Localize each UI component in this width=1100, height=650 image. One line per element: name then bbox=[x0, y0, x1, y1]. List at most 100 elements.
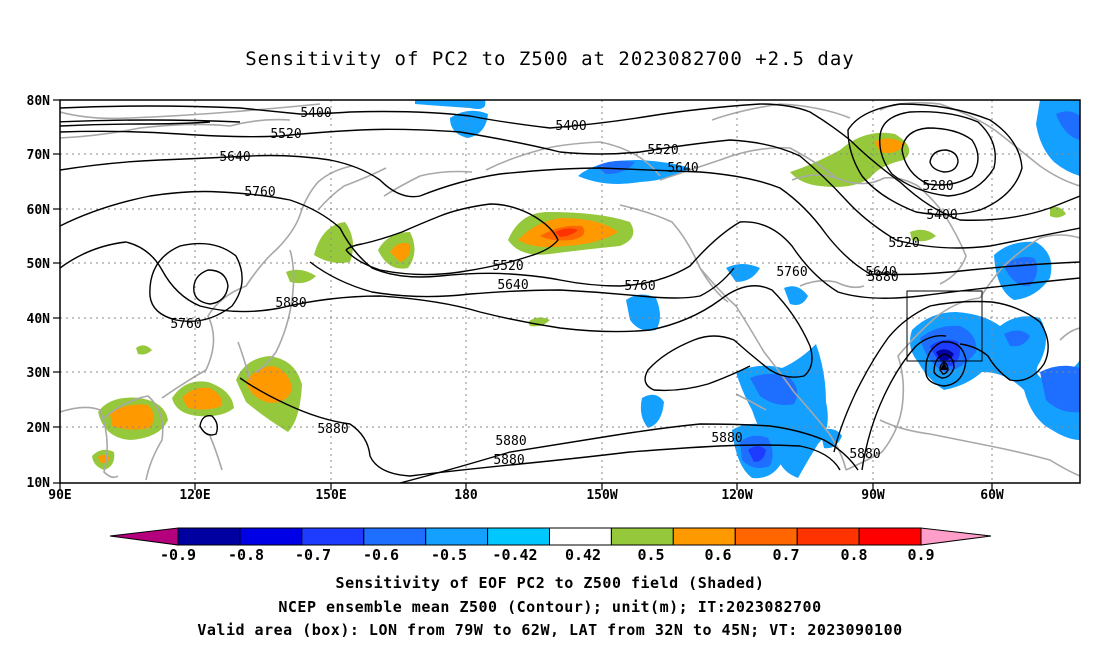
lon-tick-label: 120W bbox=[721, 488, 752, 503]
shade-negative bbox=[726, 264, 760, 282]
shade-negative bbox=[640, 394, 664, 428]
shade-negative bbox=[1040, 365, 1080, 413]
colorbar-label: -0.7 bbox=[295, 546, 331, 564]
colorbar-low-arrow bbox=[109, 527, 179, 546]
contour-label: 5520 bbox=[888, 236, 919, 251]
contour-5880-south-b bbox=[399, 423, 859, 483]
contour-label: 5880 bbox=[867, 270, 898, 285]
contour-label: 5280 bbox=[922, 179, 953, 194]
low-center-marker bbox=[940, 362, 948, 370]
colorbar-box bbox=[425, 527, 489, 546]
contour-5880-south bbox=[239, 377, 841, 477]
lat-tick-label: 10N bbox=[27, 476, 51, 491]
shade-positive bbox=[314, 222, 354, 264]
colorbar-box bbox=[239, 527, 303, 546]
contour-5880-small bbox=[199, 415, 219, 436]
shade-negative bbox=[748, 446, 766, 462]
contour-5520 bbox=[60, 128, 1080, 249]
contour-5520-b bbox=[345, 203, 559, 276]
shade-negative bbox=[1004, 330, 1030, 347]
contour-5640 bbox=[60, 154, 1080, 276]
colorbar-box bbox=[363, 527, 427, 546]
valid-area-box bbox=[906, 290, 983, 362]
caption-contour: NCEP ensemble mean Z500 (Contour); unit(… bbox=[278, 598, 822, 616]
contour-atlantic-2 bbox=[861, 335, 947, 471]
contour-lab-5400 bbox=[60, 119, 241, 123]
shade-negative bbox=[626, 294, 660, 331]
colorbar-box bbox=[487, 527, 551, 546]
grid-lines bbox=[60, 100, 1080, 483]
contour-label: 5400 bbox=[300, 106, 331, 121]
z500-contours bbox=[60, 103, 1080, 483]
lat-tick-label: 50N bbox=[27, 257, 51, 272]
shade-positive bbox=[390, 243, 411, 262]
contour-label: 5520 bbox=[647, 143, 678, 158]
shade-negative bbox=[415, 100, 486, 109]
lat-tick-label: 80N bbox=[27, 94, 51, 109]
shade-positive bbox=[286, 269, 316, 284]
colorbar-box bbox=[734, 527, 798, 546]
contour-labels: 5400 5400 5520 5640 5760 5520 5640 5760 5520 5640… bbox=[170, 106, 957, 468]
contour-low-core bbox=[939, 361, 949, 375]
shade-positive bbox=[1050, 206, 1066, 218]
lat-tick-labels: 80N 70N 60N 50N 40N 30N 20N 10N bbox=[27, 94, 51, 491]
contour-5760 bbox=[60, 190, 1080, 299]
contour-label: 5400 bbox=[926, 208, 957, 223]
contour-label: 5520 bbox=[492, 259, 523, 274]
lat-tick-label: 20N bbox=[27, 421, 51, 436]
shade-positive bbox=[555, 228, 578, 237]
shade-negative bbox=[784, 286, 808, 305]
contour-label: 5640 bbox=[865, 265, 896, 280]
colorbar-label: 0.6 bbox=[704, 546, 731, 564]
colorbar-label: 0.9 bbox=[907, 546, 934, 564]
colorbar-label: -0.6 bbox=[363, 546, 399, 564]
contour-label: 5880 bbox=[495, 434, 526, 449]
contour-5760-closed bbox=[149, 242, 243, 323]
contour-low-outer bbox=[925, 341, 967, 387]
contour-label: 5760 bbox=[244, 185, 275, 200]
contour-label: 5880 bbox=[493, 453, 524, 468]
contour-label: 5640 bbox=[219, 150, 250, 165]
contour-5640-b bbox=[309, 261, 735, 299]
contour-label: 5640 bbox=[497, 278, 528, 293]
lon-tick-label: 120E bbox=[179, 488, 210, 503]
colorbar-box bbox=[672, 527, 736, 546]
shade-positive bbox=[910, 229, 936, 242]
shade-positive bbox=[246, 366, 292, 403]
contour-label: 5640 bbox=[667, 161, 698, 176]
colorbar-box bbox=[796, 527, 860, 546]
contour-label: 5880 bbox=[317, 422, 348, 437]
colorbar-label: 0.8 bbox=[840, 546, 867, 564]
map-frame bbox=[59, 99, 1081, 484]
lon-tick-label: 90E bbox=[48, 488, 71, 503]
lat-tick-label: 70N bbox=[27, 148, 51, 163]
coastlines bbox=[60, 102, 1080, 481]
colorbar-high-arrow bbox=[920, 527, 992, 546]
shade-negative bbox=[820, 428, 842, 449]
colorbar-label: 0.5 bbox=[637, 546, 664, 564]
shade-positive bbox=[136, 345, 152, 355]
contour-label: 5400 bbox=[555, 119, 586, 134]
lat-tick-label: 60N bbox=[27, 203, 51, 218]
colorbar-label: -0.42 bbox=[492, 546, 537, 564]
contour-label: 5880 bbox=[849, 447, 880, 462]
contour-5640-arctic bbox=[847, 103, 1023, 216]
lon-tick-label: 180 bbox=[454, 488, 478, 503]
shade-positive bbox=[110, 404, 154, 430]
colorbar-box bbox=[301, 527, 365, 546]
contour-5880-pacific bbox=[60, 241, 813, 392]
lon-tick-labels: 90E 120E 150E 180 150W 120W 90W 60W bbox=[48, 488, 1004, 503]
colorbar-label: -0.9 bbox=[160, 546, 196, 564]
lat-tick-label: 30N bbox=[27, 366, 51, 381]
contour-label: 5520 bbox=[270, 127, 301, 142]
colorbar-box bbox=[177, 527, 241, 546]
colorbar-box bbox=[610, 527, 674, 546]
contour-label: 5760 bbox=[624, 279, 655, 294]
caption-shaded: Sensitivity of EOF PC2 to Z500 field (Sh… bbox=[335, 574, 765, 592]
colorbar-label: 0.42 bbox=[565, 546, 601, 564]
caption-valid-area: Valid area (box): LON from 79W to 62W, L… bbox=[197, 621, 903, 639]
shaded-regions bbox=[92, 100, 1080, 479]
contour-label: 5760 bbox=[776, 265, 807, 280]
lon-tick-label: 150W bbox=[586, 488, 617, 503]
